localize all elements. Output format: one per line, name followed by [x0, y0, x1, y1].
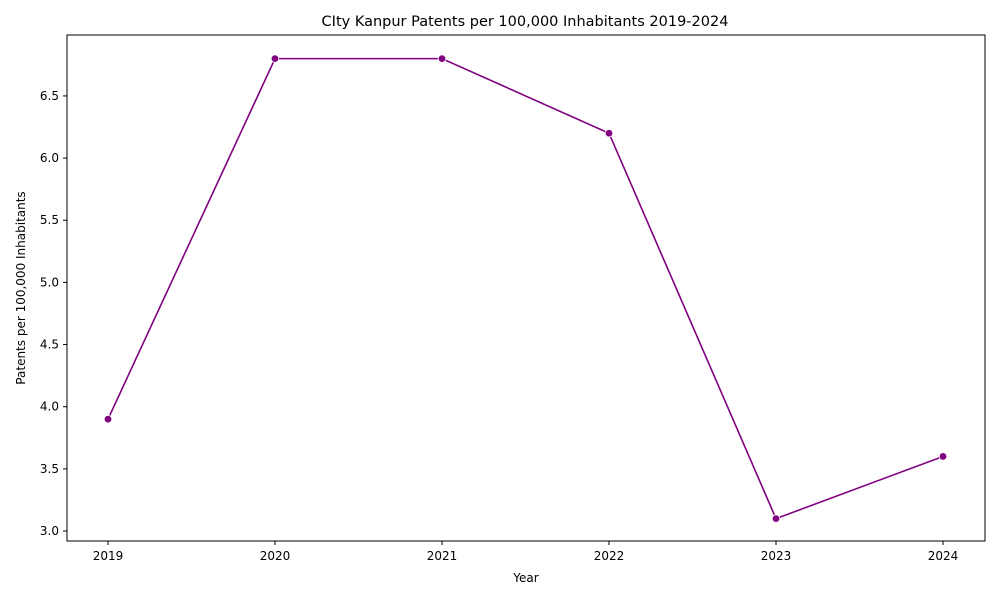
y-tick-label: 6.0: [40, 151, 59, 165]
x-axis-label: Year: [512, 571, 538, 585]
series-line: [108, 59, 943, 519]
y-tick-label: 6.5: [40, 89, 59, 103]
x-tick-label: 2024: [928, 549, 959, 563]
data-point-2024: [939, 453, 947, 461]
x-tick-label: 2022: [594, 549, 625, 563]
data-point-2023: [772, 515, 780, 523]
data-point-2022: [605, 129, 613, 137]
data-point-2020: [271, 55, 279, 63]
y-tick-label: 3.0: [40, 524, 59, 538]
y-tick-label: 4.0: [40, 400, 59, 414]
y-axis-label: Patents per 100,000 Inhabitants: [14, 191, 28, 384]
x-tick-label: 2021: [427, 549, 458, 563]
x-tick-label: 2019: [93, 549, 124, 563]
y-tick-label: 5.5: [40, 213, 59, 227]
data-point-2021: [438, 55, 446, 63]
x-tick-label: 2023: [761, 549, 792, 563]
y-tick-label: 4.5: [40, 338, 59, 352]
x-axis: 2019 2020 2021 2022 2023 2024: [93, 541, 959, 563]
data-point-2019: [104, 415, 112, 423]
x-tick-label: 2020: [260, 549, 291, 563]
chart-title: CIty Kanpur Patents per 100,000 Inhabita…: [322, 14, 729, 30]
y-tick-label: 5.0: [40, 275, 59, 289]
plot-area-frame: [67, 35, 985, 541]
y-axis: 3.0 3.5 4.0 4.5 5.0 5.5 6.0 6.5: [40, 89, 67, 538]
data-points: [104, 55, 947, 523]
y-tick-label: 3.5: [40, 462, 59, 476]
